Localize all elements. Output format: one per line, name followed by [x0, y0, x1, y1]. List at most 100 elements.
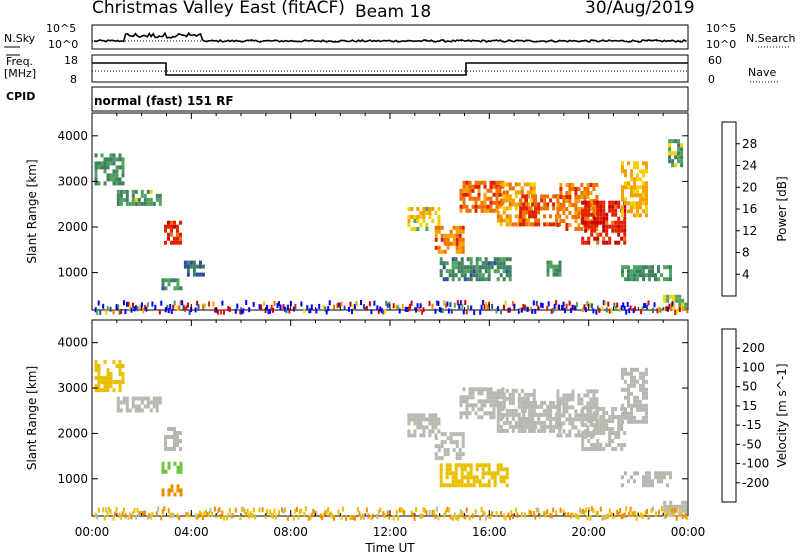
velocity-cell — [608, 419, 612, 423]
velocity-clutter-cell — [607, 513, 610, 519]
power-clutter-cell — [269, 308, 272, 314]
velocity-cell — [454, 475, 458, 480]
velocity-cell — [627, 387, 630, 392]
power-cell — [684, 306, 688, 311]
power-cell — [583, 187, 587, 191]
power-clutter-cell — [126, 301, 128, 307]
velocity-cell — [416, 413, 420, 418]
power-clutter-cell — [143, 304, 146, 310]
power-clutter-cell — [555, 300, 558, 305]
power-cell — [422, 207, 426, 211]
power-cell — [621, 165, 624, 170]
power-clutter-cell — [556, 305, 559, 311]
velocity-cell — [633, 367, 636, 372]
velocity-cell — [499, 479, 503, 484]
velocity-cell — [528, 400, 532, 405]
velocity-cell — [106, 372, 110, 377]
power-cell — [633, 161, 636, 166]
velocity-clutter-cell — [230, 513, 233, 519]
velocity-cell — [103, 380, 107, 385]
power-cell — [475, 269, 479, 274]
velocity-cell — [173, 492, 177, 497]
velocity-cell — [451, 479, 455, 484]
velocity-clutter-cell — [203, 510, 206, 516]
velocity-cell — [140, 408, 144, 413]
velocity-clutter-cell — [170, 512, 173, 518]
velocity-cell — [167, 461, 171, 466]
power-clutter-cell — [520, 307, 523, 313]
power-clutter-cell — [447, 308, 450, 314]
power-cell — [434, 233, 438, 238]
power-cell — [630, 185, 633, 190]
velocity-clutter-cell — [97, 507, 100, 513]
power-cell — [462, 204, 466, 209]
velocity-cell — [140, 396, 144, 401]
power-cell — [155, 197, 159, 202]
power-clutter-cell — [289, 301, 292, 306]
power-cell — [595, 227, 599, 231]
power-clutter-cell — [503, 304, 505, 310]
velocity-clutter-cell — [219, 513, 222, 519]
power-clutter-cell — [440, 307, 443, 313]
velocity-cell — [466, 463, 470, 468]
velocity-clutter-cell — [449, 514, 452, 520]
power-cell — [620, 220, 624, 225]
velocity-cell — [517, 396, 521, 401]
power-cell — [546, 268, 550, 273]
velocity-clutter-cell — [567, 512, 570, 518]
power-cell — [621, 189, 624, 194]
velocity-cell — [596, 411, 600, 415]
velocity-cell — [478, 479, 482, 484]
velocity-cell — [445, 475, 449, 480]
velocity-cell — [179, 447, 182, 451]
velocity-cell — [498, 407, 502, 412]
power-cell — [584, 208, 588, 213]
velocity-cell — [532, 396, 536, 401]
power-cell — [617, 220, 621, 225]
power-cell — [623, 228, 627, 233]
velocity-cell — [125, 400, 129, 405]
velocity-cell — [103, 376, 107, 381]
velocity-clutter-cell — [106, 511, 109, 517]
velocity-cell — [571, 425, 575, 430]
power-cell — [581, 236, 585, 241]
velocity-cell — [523, 428, 527, 433]
velocity-clutter-cell — [109, 509, 112, 515]
power-cell — [543, 222, 547, 227]
power-cell — [173, 240, 176, 245]
power-cell — [611, 204, 615, 209]
power-cell — [526, 190, 530, 195]
power-cell — [608, 240, 612, 245]
power-cell — [642, 169, 645, 174]
velocity-cell — [639, 399, 642, 404]
velocity-clutter-cell — [631, 511, 634, 517]
power-cell — [642, 193, 645, 198]
velocity-cell — [439, 463, 443, 468]
power-cell — [454, 273, 458, 278]
power-clutter-cell — [652, 308, 654, 313]
velocity-cell — [167, 492, 171, 497]
velocity-colorbar-tick-label: -200 — [742, 476, 769, 490]
power-cell — [121, 173, 125, 178]
velocity-clutter-cell — [386, 510, 389, 516]
velocity-cell — [599, 447, 603, 451]
power-clutter-cell — [178, 305, 181, 311]
velocity-cell — [122, 396, 126, 401]
power-cell — [666, 294, 670, 299]
xtick-label: 04:00 — [174, 525, 209, 539]
velocity-cell — [532, 388, 536, 393]
power-cell — [472, 273, 476, 278]
velocity-cell — [170, 427, 173, 431]
velocity-clutter-cell — [550, 513, 553, 519]
power-cell — [112, 157, 116, 162]
power-clutter-cell — [641, 306, 644, 312]
velocity-cell — [422, 413, 426, 418]
power-cell — [540, 198, 544, 203]
velocity-clutter-cell — [635, 515, 638, 521]
velocity-clutter-cell — [666, 511, 669, 517]
velocity-cell — [556, 421, 560, 426]
velocity-cell — [522, 428, 526, 433]
power-cell — [522, 210, 526, 215]
power-cell — [577, 223, 581, 227]
velocity-clutter-cell — [516, 512, 519, 518]
